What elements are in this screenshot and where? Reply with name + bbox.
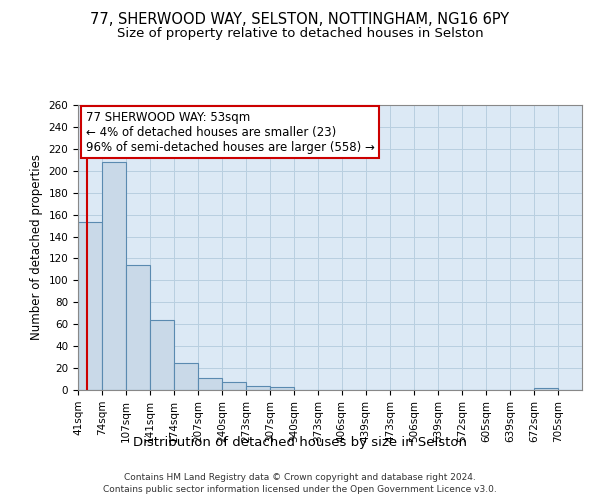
Text: Distribution of detached houses by size in Selston: Distribution of detached houses by size …	[133, 436, 467, 449]
Bar	[174, 362, 198, 390]
Bar	[222, 382, 246, 390]
Bar	[102, 162, 126, 390]
Text: Size of property relative to detached houses in Selston: Size of property relative to detached ho…	[116, 28, 484, 40]
Text: Contains HM Land Registry data © Crown copyright and database right 2024.: Contains HM Land Registry data © Crown c…	[124, 473, 476, 482]
Bar	[246, 386, 271, 390]
Bar	[78, 222, 102, 390]
Text: 77, SHERWOOD WAY, SELSTON, NOTTINGHAM, NG16 6PY: 77, SHERWOOD WAY, SELSTON, NOTTINGHAM, N…	[91, 12, 509, 28]
Bar	[198, 378, 222, 390]
Y-axis label: Number of detached properties: Number of detached properties	[30, 154, 43, 340]
Bar	[271, 386, 294, 390]
Bar	[534, 388, 558, 390]
Text: 77 SHERWOOD WAY: 53sqm
← 4% of detached houses are smaller (23)
96% of semi-deta: 77 SHERWOOD WAY: 53sqm ← 4% of detached …	[86, 110, 374, 154]
Bar	[151, 320, 174, 390]
Text: Contains public sector information licensed under the Open Government Licence v3: Contains public sector information licen…	[103, 484, 497, 494]
Bar	[126, 265, 151, 390]
